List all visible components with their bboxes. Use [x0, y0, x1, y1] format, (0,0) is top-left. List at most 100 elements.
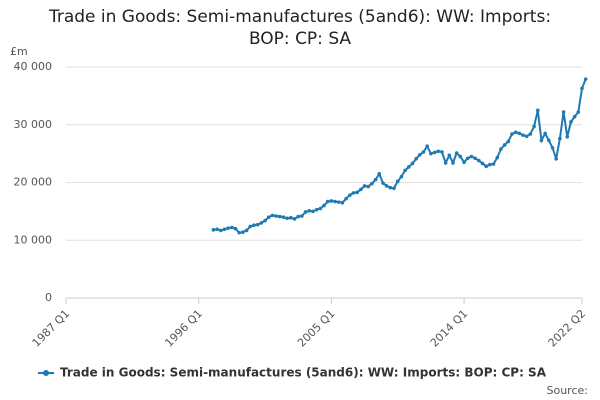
data-point: [359, 187, 363, 192]
data-point: [491, 162, 496, 166]
data-point: [377, 172, 382, 176]
data-point: [502, 143, 507, 147]
data-point: [277, 214, 282, 219]
data-point: [406, 165, 411, 169]
data-point: [480, 161, 485, 166]
data-point: [311, 209, 315, 214]
data-point: [252, 223, 256, 228]
data-point: [524, 134, 529, 139]
data-point: [255, 222, 260, 227]
data-point: [429, 151, 433, 156]
data-point: [440, 150, 444, 154]
data-point: [495, 155, 500, 160]
data-point: [355, 190, 359, 195]
y-tick-label: 30 000: [14, 118, 53, 131]
data-point: [303, 210, 308, 214]
data-point: [226, 226, 230, 230]
data-point: [366, 184, 371, 189]
data-point: [432, 150, 437, 155]
y-tick-label: 0: [45, 291, 52, 304]
data-point: [373, 177, 378, 182]
data-point: [403, 168, 407, 173]
data-point: [362, 184, 367, 188]
data-point: [244, 228, 249, 233]
data-point: [458, 154, 463, 159]
data-point: [425, 144, 430, 148]
data-point: [325, 199, 330, 204]
data-point: [554, 157, 558, 161]
data-point: [263, 218, 267, 223]
data-point: [336, 200, 341, 204]
data-point: [266, 215, 271, 219]
data-point: [484, 164, 488, 169]
data-point: [469, 154, 474, 159]
data-point: [381, 181, 385, 185]
data-point: [270, 213, 275, 218]
data-point: [222, 227, 227, 232]
data-line: [213, 78, 587, 234]
data-point: [344, 196, 348, 201]
y-tick-label: 20 000: [14, 176, 53, 189]
data-point: [550, 146, 555, 150]
y-axis-label: £m: [10, 45, 28, 58]
data-point: [370, 181, 374, 186]
legend-label: Trade in Goods: Semi-manufactures (5and6…: [60, 366, 547, 380]
data-point: [237, 230, 242, 235]
data-point: [576, 110, 581, 114]
data-point: [274, 214, 278, 218]
data-point: [211, 228, 216, 232]
data-point: [351, 191, 356, 195]
data-point: [465, 156, 470, 161]
data-point: [517, 131, 522, 136]
data-point: [454, 151, 459, 155]
data-point: [418, 152, 422, 157]
data-point: [539, 138, 544, 143]
data-point: [395, 179, 400, 184]
data-point: [340, 200, 345, 205]
x-tick-label: 2022 Q2: [546, 307, 589, 350]
data-point: [314, 207, 319, 212]
data-point: [528, 132, 533, 136]
data-point: [215, 227, 219, 232]
data-point: [421, 150, 426, 154]
data-point: [322, 203, 326, 208]
data-point: [569, 120, 573, 124]
x-tick-label: 1996 Q1: [162, 307, 205, 350]
x-tick-label: 2005 Q1: [295, 307, 338, 350]
x-tick-label: 1987 Q1: [30, 307, 73, 350]
data-point: [547, 138, 551, 143]
legend-marker: [43, 370, 49, 376]
data-point: [543, 131, 547, 136]
data-point: [473, 156, 477, 161]
data-point: [348, 193, 352, 198]
data-point: [535, 108, 540, 113]
data-point: [410, 161, 415, 166]
data-point: [259, 221, 264, 225]
data-point: [300, 214, 304, 218]
data-point: [436, 149, 441, 154]
data-point: [447, 153, 452, 158]
data-point: [499, 147, 503, 151]
source: Source:: [547, 384, 589, 397]
data-point: [451, 161, 455, 165]
data-point: [230, 225, 234, 230]
data-point: [414, 157, 418, 161]
data-point: [580, 86, 584, 91]
data-point: [583, 77, 588, 81]
data-point: [333, 199, 337, 204]
data-point: [318, 206, 323, 211]
data-point: [392, 186, 396, 191]
data-point: [233, 226, 238, 231]
y-tick-label: 10 000: [14, 233, 53, 246]
data-point: [307, 208, 312, 213]
data-point: [384, 184, 389, 188]
data-point: [329, 199, 334, 203]
data-point: [241, 230, 245, 234]
data-point: [532, 124, 536, 129]
data-point: [296, 214, 301, 219]
chart-title: Trade in Goods: Semi-manufactures (5and6…: [48, 7, 552, 49]
x-tick-label: 2014 Q1: [428, 307, 471, 350]
data-point: [513, 130, 518, 135]
